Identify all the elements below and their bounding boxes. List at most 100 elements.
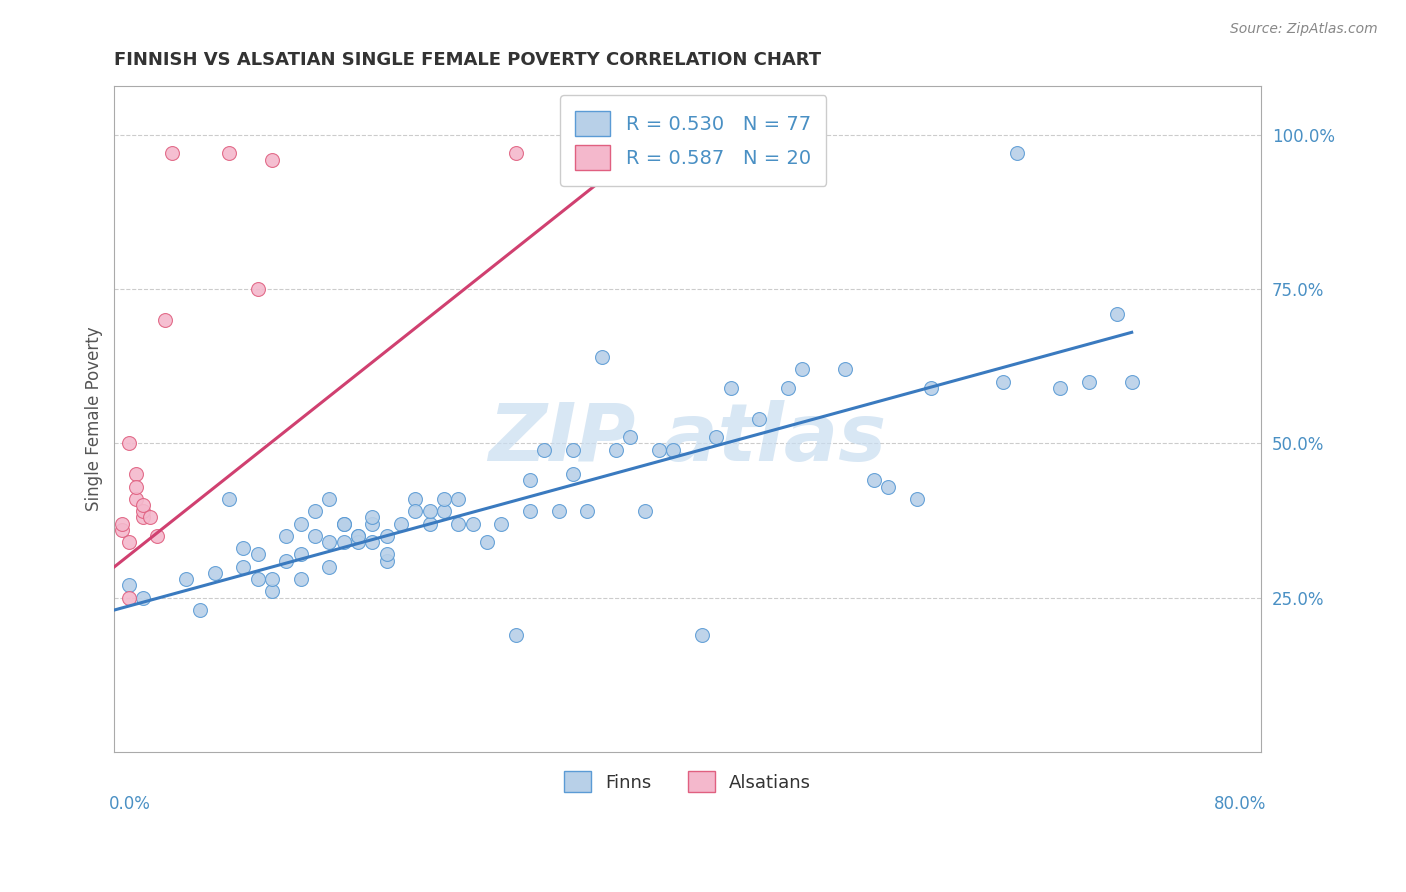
- Point: [375, 554, 398, 568]
- Point: [447, 516, 470, 531]
- Point: [491, 516, 513, 531]
- Point: [318, 491, 340, 506]
- Point: [748, 411, 770, 425]
- Point: [118, 591, 141, 605]
- Point: [260, 153, 283, 167]
- Point: [204, 566, 226, 580]
- Point: [834, 362, 856, 376]
- Point: [118, 436, 141, 450]
- Point: [347, 535, 370, 549]
- Point: [304, 529, 326, 543]
- Point: [776, 381, 799, 395]
- Point: [232, 559, 254, 574]
- Point: [433, 504, 456, 518]
- Point: [547, 504, 569, 518]
- Text: 80.0%: 80.0%: [1213, 796, 1267, 814]
- Point: [648, 146, 671, 161]
- Point: [690, 628, 713, 642]
- Point: [332, 516, 354, 531]
- Point: [1077, 375, 1099, 389]
- Point: [118, 578, 141, 592]
- Point: [419, 504, 441, 518]
- Point: [260, 584, 283, 599]
- Point: [347, 529, 370, 543]
- Point: [246, 548, 269, 562]
- Point: [704, 430, 727, 444]
- Point: [519, 504, 541, 518]
- Point: [1049, 381, 1071, 395]
- Point: [218, 491, 240, 506]
- Point: [290, 548, 312, 562]
- Point: [132, 504, 155, 518]
- Point: [533, 442, 555, 457]
- Point: [920, 381, 942, 395]
- Point: [132, 510, 155, 524]
- Point: [1107, 307, 1129, 321]
- Point: [389, 516, 412, 531]
- Point: [433, 491, 456, 506]
- Point: [375, 529, 398, 543]
- Point: [505, 146, 527, 161]
- Point: [174, 572, 197, 586]
- Point: [375, 548, 398, 562]
- Point: [318, 559, 340, 574]
- Point: [290, 572, 312, 586]
- Point: [110, 516, 132, 531]
- Point: [290, 516, 312, 531]
- Point: [619, 430, 641, 444]
- Point: [561, 467, 583, 482]
- Point: [110, 523, 132, 537]
- Point: [648, 442, 671, 457]
- Point: [232, 541, 254, 556]
- Point: [146, 529, 169, 543]
- Point: [905, 491, 928, 506]
- Point: [118, 535, 141, 549]
- Point: [260, 572, 283, 586]
- Point: [862, 474, 884, 488]
- Point: [419, 516, 441, 531]
- Point: [125, 467, 148, 482]
- Point: [1005, 146, 1028, 161]
- Point: [561, 442, 583, 457]
- Point: [218, 146, 240, 161]
- Point: [591, 350, 613, 364]
- Point: [1121, 375, 1143, 389]
- Point: [404, 491, 426, 506]
- Legend: Finns, Alsatians: Finns, Alsatians: [557, 764, 818, 799]
- Point: [505, 628, 527, 642]
- Point: [318, 535, 340, 549]
- Point: [447, 491, 470, 506]
- Point: [332, 535, 354, 549]
- Point: [633, 504, 655, 518]
- Point: [519, 474, 541, 488]
- Point: [153, 313, 176, 327]
- Point: [991, 375, 1014, 389]
- Point: [361, 535, 384, 549]
- Text: FINNISH VS ALSATIAN SINGLE FEMALE POVERTY CORRELATION CHART: FINNISH VS ALSATIAN SINGLE FEMALE POVERT…: [114, 51, 821, 69]
- Point: [276, 529, 298, 543]
- Point: [605, 442, 627, 457]
- Point: [361, 510, 384, 524]
- Point: [132, 591, 155, 605]
- Text: Source: ZipAtlas.com: Source: ZipAtlas.com: [1230, 22, 1378, 37]
- Text: ZIP atlas: ZIP atlas: [488, 400, 887, 478]
- Text: 0.0%: 0.0%: [108, 796, 150, 814]
- Point: [132, 498, 155, 512]
- Point: [190, 603, 212, 617]
- Point: [792, 362, 814, 376]
- Point: [576, 504, 599, 518]
- Point: [304, 504, 326, 518]
- Point: [347, 529, 370, 543]
- Point: [404, 504, 426, 518]
- Y-axis label: Single Female Poverty: Single Female Poverty: [86, 326, 103, 511]
- Point: [662, 442, 685, 457]
- Point: [125, 480, 148, 494]
- Point: [475, 535, 498, 549]
- Point: [461, 516, 484, 531]
- Point: [246, 282, 269, 296]
- Point: [720, 381, 742, 395]
- Point: [276, 554, 298, 568]
- Point: [246, 572, 269, 586]
- Point: [361, 516, 384, 531]
- Point: [332, 516, 354, 531]
